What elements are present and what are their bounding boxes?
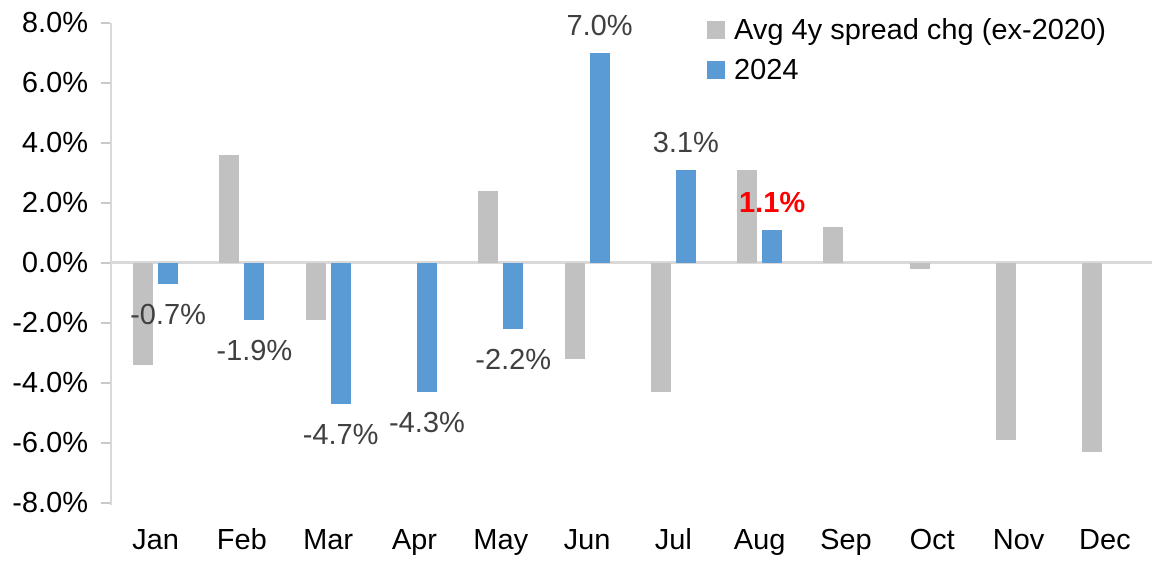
zero-axis-line bbox=[110, 261, 1152, 264]
bar-avg-may bbox=[478, 191, 499, 263]
x-axis-label-sep: Sep bbox=[820, 524, 872, 556]
data-label-jun: 7.0% bbox=[566, 10, 633, 42]
bar-2024-may bbox=[503, 263, 524, 329]
y-axis-tick-label: 2.0% bbox=[21, 187, 88, 219]
bar-avg-mar bbox=[305, 263, 326, 320]
legend-item-avg-spread: Avg 4y spread chg (ex-2020) bbox=[707, 10, 1106, 50]
y-axis-tick-mark bbox=[101, 442, 110, 444]
y-axis-tick-mark bbox=[101, 382, 110, 384]
bar-2024-aug bbox=[762, 230, 783, 263]
bar-2024-feb bbox=[244, 263, 265, 320]
x-axis-label-dec: Dec bbox=[1079, 524, 1131, 556]
y-axis-tick-mark bbox=[101, 142, 110, 144]
x-axis-label-jun: Jun bbox=[563, 524, 611, 556]
y-axis-tick-mark bbox=[101, 322, 110, 324]
y-axis-tick-label: 4.0% bbox=[21, 127, 88, 159]
x-axis-label-jul: Jul bbox=[654, 524, 692, 556]
data-label-apr: -4.3% bbox=[389, 407, 465, 439]
y-axis-tick-mark bbox=[101, 82, 110, 84]
bar-avg-oct bbox=[909, 263, 930, 269]
legend-swatch-blue bbox=[707, 61, 725, 79]
bar-2024-jul bbox=[675, 170, 696, 263]
bar-avg-feb bbox=[219, 155, 240, 263]
y-axis-tick-mark bbox=[101, 202, 110, 204]
legend-label-avg-spread: Avg 4y spread chg (ex-2020) bbox=[734, 13, 1106, 46]
x-axis-label-jan: Jan bbox=[132, 524, 179, 556]
y-axis-tick-label: -8.0% bbox=[12, 487, 88, 519]
y-axis-tick-mark bbox=[101, 262, 110, 264]
data-label-may: -2.2% bbox=[475, 344, 552, 376]
y-axis-tick-label: -6.0% bbox=[12, 427, 88, 459]
bar-avg-aug bbox=[737, 170, 758, 263]
legend: Avg 4y spread chg (ex-2020) 2024 bbox=[707, 10, 1106, 90]
bar-2024-jun bbox=[589, 53, 610, 263]
y-axis-tick-label: 8.0% bbox=[21, 7, 88, 39]
x-axis-label-mar: Mar bbox=[303, 524, 354, 556]
bar-2024-jan bbox=[158, 263, 178, 284]
data-label-feb: -1.9% bbox=[216, 335, 293, 367]
x-axis-label-may: May bbox=[473, 524, 529, 556]
y-axis-tick-label: 6.0% bbox=[21, 67, 88, 99]
data-label-mar: -4.7% bbox=[302, 419, 379, 451]
y-axis-tick-label: -2.0% bbox=[12, 307, 88, 339]
x-axis-label-aug: Aug bbox=[733, 524, 786, 556]
bar-avg-jan bbox=[133, 263, 153, 365]
bar-avg-sep bbox=[823, 227, 844, 263]
bar-avg-nov bbox=[996, 263, 1016, 440]
bar-avg-dec bbox=[1082, 263, 1103, 452]
data-label-aug: 1.1% bbox=[739, 187, 806, 219]
y-axis-tick-label: -4.0% bbox=[12, 367, 88, 399]
bar-avg-jun bbox=[564, 263, 585, 359]
bar-avg-jul bbox=[650, 263, 671, 392]
y-axis-tick-mark bbox=[101, 502, 110, 504]
legend-item-2024: 2024 bbox=[707, 50, 1106, 90]
data-label-jan: -0.7% bbox=[130, 299, 206, 331]
x-axis-label-nov: Nov bbox=[992, 524, 1045, 556]
legend-swatch-gray bbox=[707, 21, 725, 39]
x-axis-label-oct: Oct bbox=[909, 524, 955, 556]
y-axis-tick-mark bbox=[101, 22, 110, 24]
x-axis-label-apr: Apr bbox=[391, 524, 437, 556]
y-axis-line bbox=[110, 23, 112, 505]
bar-2024-mar bbox=[330, 263, 351, 404]
x-axis-label-feb: Feb bbox=[216, 524, 267, 556]
y-axis-tick-label: 0.0% bbox=[21, 247, 88, 279]
bar-2024-apr bbox=[416, 263, 437, 392]
data-label-jul: 3.1% bbox=[652, 127, 719, 159]
legend-label-2024: 2024 bbox=[734, 53, 799, 86]
